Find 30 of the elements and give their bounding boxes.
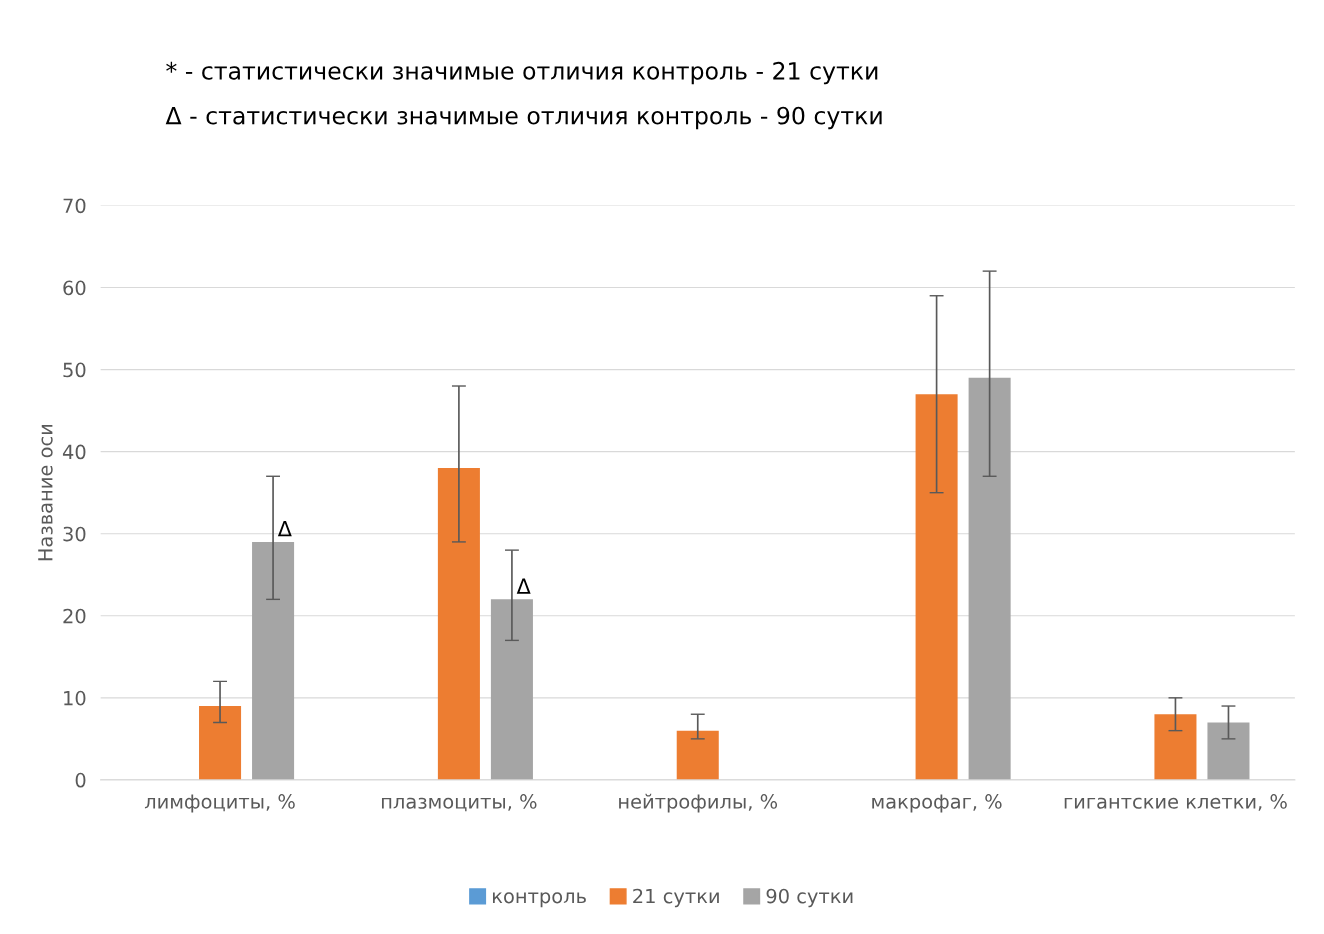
text: Δ - статистически значимые отличия контроль - 90 сутки	[165, 106, 882, 130]
y-tick-label: 60	[63, 280, 86, 296]
bar	[1207, 722, 1250, 780]
y-tick-label: 70	[63, 198, 86, 214]
y-tick-label: 30	[63, 526, 86, 542]
bar	[968, 377, 1011, 780]
x-tick-label: лимфоциты, %	[144, 794, 295, 813]
x-tick-label: плазмоциты, %	[381, 794, 537, 812]
bar	[915, 394, 958, 780]
data-label: Δ	[277, 521, 292, 537]
data-label: Δ	[516, 578, 531, 594]
bar	[676, 730, 719, 780]
y-tick-label: 50	[63, 362, 86, 378]
bar	[252, 541, 295, 780]
bar	[490, 599, 533, 780]
x-tick-label: макрофаг, %	[872, 794, 1002, 813]
legend-label: 90 сутки	[766, 888, 853, 908]
y-axis-title: Название оси	[38, 424, 53, 561]
x-tick-label: нейтрофилы, %	[619, 793, 778, 813]
y-tick-label: 20	[63, 608, 86, 624]
y-tick-label: 40	[62, 444, 86, 460]
y-tick-label: 10	[64, 690, 86, 706]
x-tick-label: гигантские клетки, %	[1064, 794, 1287, 811]
bar	[199, 706, 242, 780]
bar	[1154, 714, 1197, 780]
legend-label: 21 сутки	[633, 888, 719, 908]
text: * - статистически значимые отличия контроль - 21 сутки	[166, 61, 878, 85]
legend-label: контроль	[493, 892, 586, 908]
y-tick-label: 0	[75, 772, 86, 788]
bar	[437, 468, 480, 780]
